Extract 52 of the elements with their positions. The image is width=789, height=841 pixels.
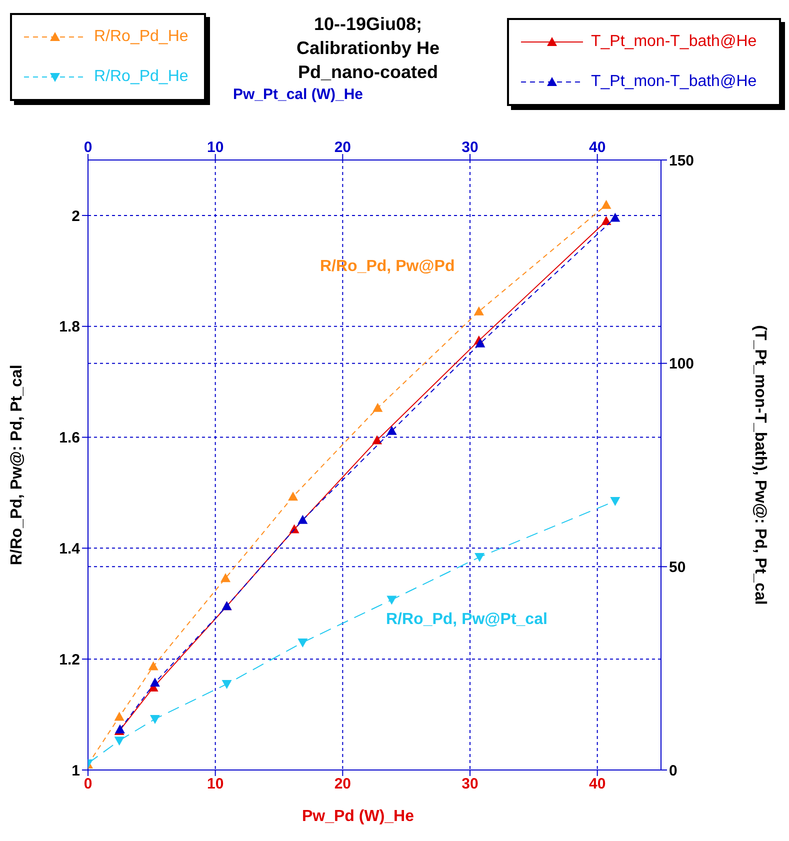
point	[610, 497, 620, 506]
y-tick-label: 1.2	[59, 651, 80, 668]
point	[114, 712, 124, 721]
point	[150, 714, 160, 724]
legend-label: T_Pt_mon-T_bath@He	[591, 73, 757, 91]
x2-axis-title: Pw_Pt_cal (W)_He	[232, 86, 364, 103]
y-tick-label: 1.8	[59, 318, 80, 336]
point	[298, 514, 308, 524]
y-tick-label: 1	[72, 762, 80, 780]
chart-title: 10--19Giu08; Calibrationby He Pd_nano-coated	[295, 13, 441, 84]
point	[386, 426, 397, 435]
x2-tick-label: 10	[206, 776, 224, 793]
point	[148, 661, 158, 670]
point	[288, 492, 298, 501]
x2-tick-label: 30	[462, 776, 478, 793]
point	[601, 216, 612, 225]
x-axis-title: Pw_Pd (W)_He	[300, 808, 415, 826]
point	[475, 338, 486, 348]
y2-tick-label: 100	[669, 356, 694, 373]
annotation: R/Ro_Pd, Pw@Pt_cal	[386, 611, 548, 629]
x-tick-label: 0	[84, 139, 92, 156]
x-tick-label: 40	[588, 139, 606, 156]
point	[372, 435, 382, 444]
y2-axis-title: (T_Pt_mon-T_bath), Pw@: Pd, Pt_cal	[751, 325, 768, 605]
point	[610, 212, 620, 222]
point	[474, 306, 484, 316]
x2-tick-label: 0	[84, 776, 92, 793]
x2-tick-label: 40	[588, 776, 606, 793]
x-tick-label: 20	[334, 139, 352, 156]
point	[114, 736, 124, 746]
point	[150, 678, 160, 687]
point	[601, 200, 612, 209]
x-tick-label: 10	[206, 139, 224, 156]
y-tick-label: 1.4	[59, 540, 81, 558]
annotation: R/Ro_Pd, Pw@Pd	[320, 258, 455, 276]
point	[372, 402, 383, 412]
y-axis-title: R/Ro_Pd, Pw@: Pd, Pt_cal	[8, 364, 26, 566]
x2-tick-label: 20	[334, 776, 352, 793]
legend-label: T_Pt_mon-T_bath@He	[591, 33, 757, 51]
point	[222, 680, 232, 690]
y2-tick-label: 150	[669, 152, 694, 170]
point	[474, 553, 485, 562]
y2-tick-label: 50	[669, 558, 686, 576]
x-tick-label: 30	[462, 139, 478, 156]
y-tick-label: 2	[72, 208, 80, 225]
y2-tick-label: 0	[669, 762, 678, 780]
point	[298, 638, 308, 648]
legend-label: R/Ro_Pd_He	[94, 28, 188, 46]
legend-label: R/Ro_Pd_He	[94, 68, 188, 86]
y-tick-label: 1.6	[59, 430, 80, 447]
point	[386, 596, 397, 605]
point	[220, 573, 231, 582]
